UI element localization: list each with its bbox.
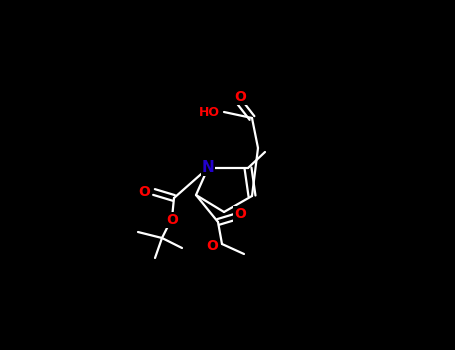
Text: O: O [166, 213, 178, 227]
Text: O: O [234, 90, 246, 104]
Text: O: O [138, 185, 150, 199]
Text: HO: HO [199, 105, 220, 119]
Text: N: N [202, 161, 214, 175]
Text: O: O [234, 207, 246, 221]
Text: O: O [206, 239, 218, 253]
